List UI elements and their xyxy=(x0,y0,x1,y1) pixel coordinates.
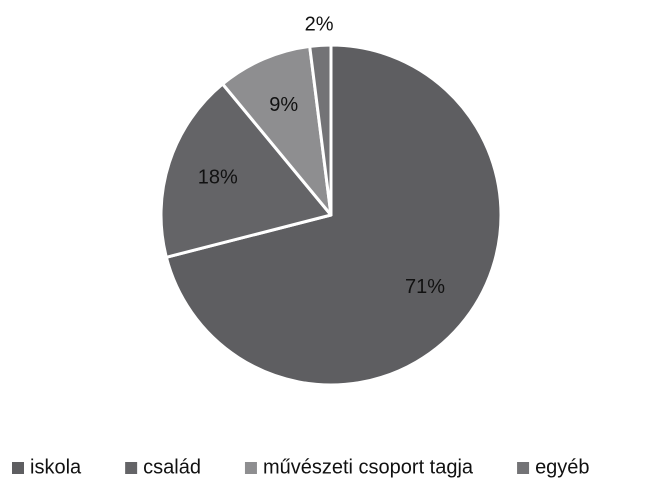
data-label: 9% xyxy=(269,94,298,116)
data-label: 18% xyxy=(198,167,238,189)
pie-slice xyxy=(159,82,333,259)
legend-swatch xyxy=(244,462,257,474)
legend-swatch xyxy=(517,462,530,474)
legend-label: család xyxy=(143,456,201,478)
pie-slice xyxy=(164,43,503,387)
pie-slice xyxy=(308,43,333,217)
data-label: 71% xyxy=(405,276,445,298)
pie-slice xyxy=(221,44,333,217)
legend-swatch xyxy=(125,462,138,474)
legend-label: egyéb xyxy=(535,456,590,478)
legend-label: művészeti csoport tagja xyxy=(263,456,474,478)
legend-label: iskola xyxy=(30,456,82,478)
data-label: 2% xyxy=(305,13,334,35)
legend-swatch xyxy=(12,462,24,474)
